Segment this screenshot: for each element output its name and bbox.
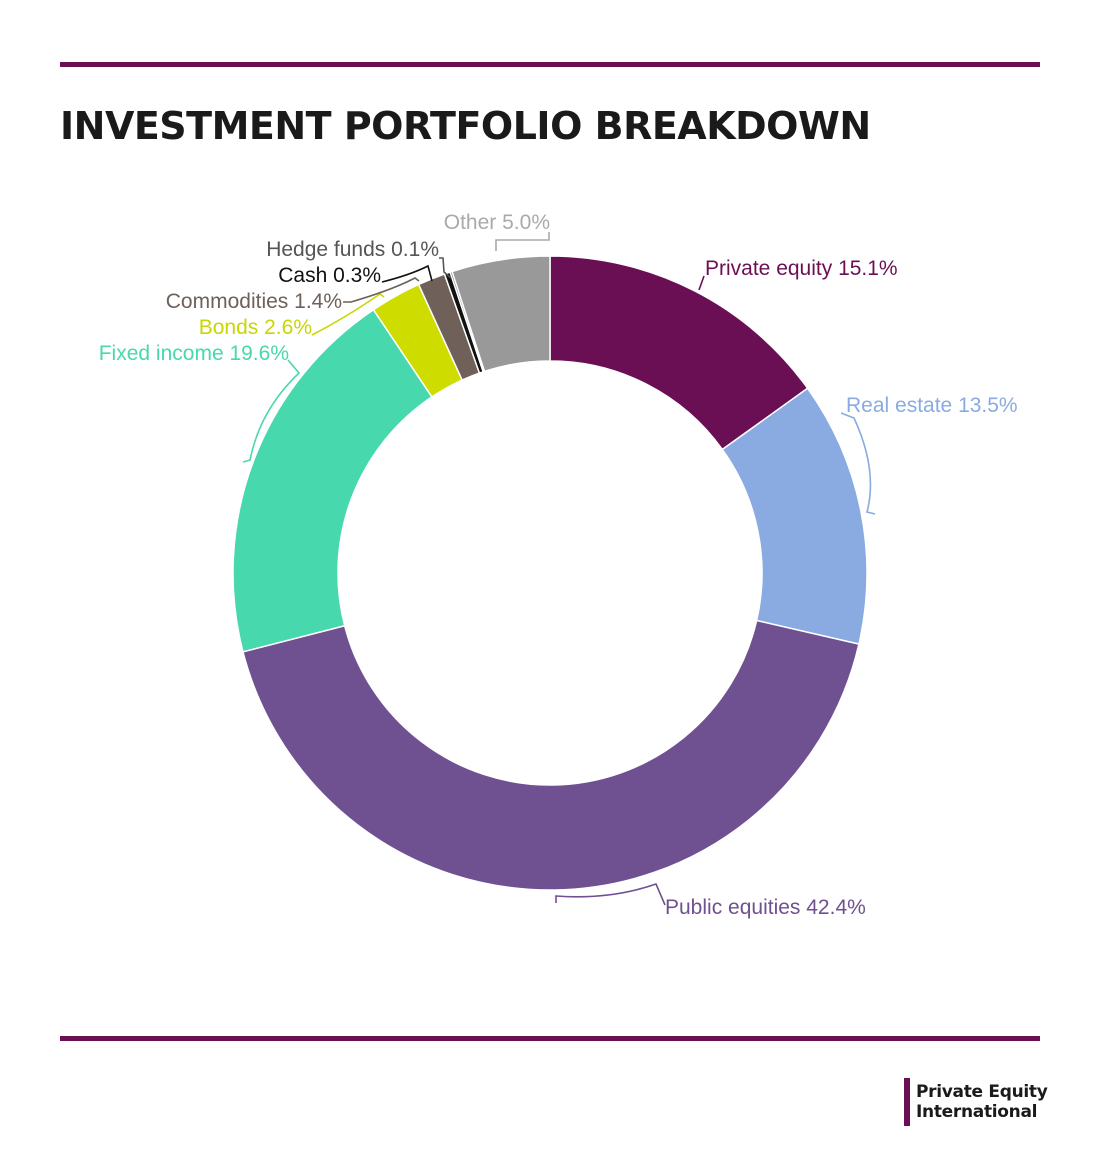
brand-line-1: Private Equity	[916, 1082, 1048, 1102]
page-title: INVESTMENT PORTFOLIO BREAKDOWN	[60, 104, 871, 148]
label-private-equity: Private equity 15.1%	[705, 257, 898, 280]
leader-line-public-equities	[555, 882, 666, 906]
chart-labels: Private equity 15.1% Real estate 13.5% Pub…	[99, 211, 1018, 919]
slice-fixed-income	[232, 308, 433, 653]
brand-line-2: International	[916, 1102, 1038, 1122]
label-hedge-funds: Hedge funds 0.1%	[266, 238, 439, 261]
leader-line-private-equity	[698, 275, 705, 291]
top-rule	[60, 62, 1040, 67]
label-bonds: Bonds 2.6%	[199, 316, 312, 339]
leader-line-bonds	[311, 293, 385, 336]
leader-line-fixed-income	[242, 359, 301, 463]
chart-slices	[232, 255, 868, 891]
leader-line-commodities	[343, 277, 420, 303]
label-fixed-income: Fixed income 19.6%	[99, 342, 289, 365]
label-cash: Cash 0.3%	[278, 264, 381, 287]
label-commodities: Commodities 1.4%	[166, 290, 342, 313]
label-real-estate: Real estate 13.5%	[846, 394, 1018, 417]
slice-public-equities	[242, 619, 860, 891]
bottom-rule	[60, 1036, 1040, 1041]
brand-logo-text: Private Equity International	[916, 1082, 1048, 1122]
slice-other	[451, 255, 551, 373]
leader-line-real-estate	[840, 412, 876, 515]
chart-leader-lines	[242, 232, 876, 906]
leader-line-other	[495, 232, 550, 251]
label-public-equities: Public equities 42.4%	[665, 896, 866, 919]
leader-line-hedge-funds	[439, 257, 452, 279]
label-other: Other 5.0%	[444, 211, 550, 234]
leader-line-cash	[381, 264, 433, 283]
brand-logo-bar	[904, 1078, 910, 1126]
